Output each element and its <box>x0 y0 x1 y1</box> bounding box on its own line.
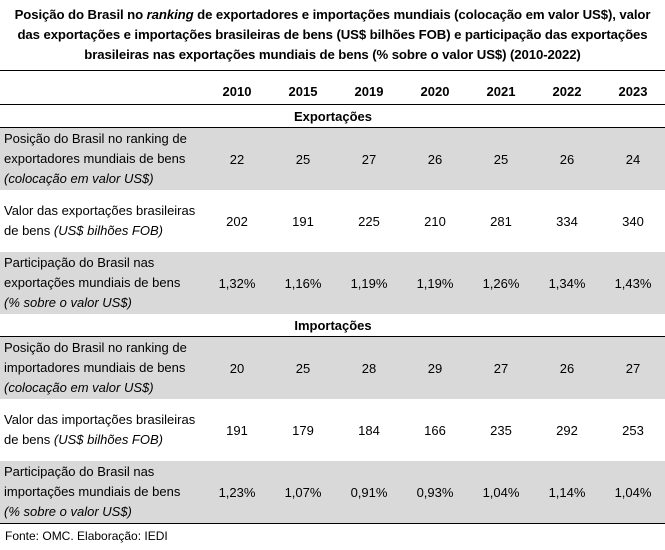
cell-value: 1,07% <box>270 461 336 524</box>
cell-value: 281 <box>490 213 512 229</box>
cell-value: 26 <box>402 127 468 190</box>
cell-value: 202 <box>226 213 248 229</box>
cell-value: 1,43% <box>600 252 665 314</box>
cell-value: 25 <box>468 127 534 190</box>
section-title: Exportações <box>0 104 665 128</box>
cell-value: 191 <box>292 213 314 229</box>
year-header: 2021 <box>468 70 534 105</box>
cell-value: 191 <box>226 422 248 438</box>
cell-value: 253 <box>622 422 644 438</box>
header-label-cell <box>0 70 204 105</box>
year-header: 2010 <box>204 70 270 105</box>
cell-value: 1,19% <box>336 252 402 314</box>
cell-value: 28 <box>336 336 402 399</box>
row-label: Valor das exportações brasileiras de ben… <box>4 203 196 238</box>
cell-value: 1,19% <box>402 252 468 314</box>
row-label: Posição do Brasil no ranking de importad… <box>0 336 204 399</box>
header-row: 2010 2015 2019 2020 2021 2022 2023 <box>0 70 665 105</box>
cell-value: 1,23% <box>204 461 270 524</box>
section-title: Importações <box>0 314 665 337</box>
cell-value: 25 <box>270 127 336 190</box>
table-row: Participação do Brasil nas exportações m… <box>0 252 665 314</box>
cell-value: 340 <box>622 213 644 229</box>
cell-value: 334 <box>556 213 578 229</box>
title-italic: ranking <box>146 7 194 22</box>
row-label: Valor das importações brasileiras de ben… <box>4 412 196 447</box>
year-header: 2020 <box>402 70 468 105</box>
table-row: Posição do Brasil no ranking de importad… <box>0 336 665 399</box>
cell-value: 1,34% <box>534 252 600 314</box>
cell-value: 1,16% <box>270 252 336 314</box>
cell-value: 25 <box>270 336 336 399</box>
cell-value: 22 <box>204 127 270 190</box>
section-header-exports: Exportações <box>0 104 665 128</box>
year-header: 2019 <box>336 70 402 105</box>
table-row: Valor das exportações brasileiras de ben… <box>0 190 665 252</box>
year-header: 2022 <box>534 70 600 105</box>
year-header: 2015 <box>270 70 336 105</box>
cell-value: 292 <box>556 422 578 438</box>
section-header-imports: Importações <box>0 314 665 337</box>
cell-value: 1,26% <box>468 252 534 314</box>
cell-value: 1,04% <box>468 461 534 524</box>
cell-value: 29 <box>402 336 468 399</box>
cell-value: 20 <box>204 336 270 399</box>
cell-value: 184 <box>358 422 380 438</box>
title-text-1: Posição do Brasil no <box>14 7 147 22</box>
cell-value: 225 <box>358 213 380 229</box>
cell-value: 210 <box>424 213 446 229</box>
table-row: Participação do Brasil nas importações m… <box>0 461 665 524</box>
cell-value: 27 <box>600 336 665 399</box>
data-table: 2010 2015 2019 2020 2021 2022 2023 Expor… <box>0 70 665 524</box>
cell-value: 27 <box>468 336 534 399</box>
table-row: Valor das importações brasileiras de ben… <box>0 399 665 461</box>
cell-value: 0,91% <box>336 461 402 524</box>
table-row: Posição do Brasil no ranking de exportad… <box>0 127 665 190</box>
cell-value: 166 <box>424 422 446 438</box>
cell-value: 179 <box>292 422 314 438</box>
cell-value: 235 <box>490 422 512 438</box>
row-label: Participação do Brasil nas exportações m… <box>0 252 204 314</box>
row-label: Posição do Brasil no ranking de exportad… <box>0 127 204 190</box>
cell-value: 27 <box>336 127 402 190</box>
title-text-2: de exportadores e importações mundiais (… <box>17 7 651 62</box>
cell-value: 26 <box>534 336 600 399</box>
cell-value: 26 <box>534 127 600 190</box>
table-title: Posição do Brasil no ranking de exportad… <box>0 0 665 70</box>
source-note: Fonte: OMC. Elaboração: IEDI <box>5 529 168 543</box>
row-label: Participação do Brasil nas importações m… <box>0 461 204 524</box>
cell-value: 1,14% <box>534 461 600 524</box>
cell-value: 24 <box>600 127 665 190</box>
cell-value: 1,32% <box>204 252 270 314</box>
cell-value: 1,04% <box>600 461 665 524</box>
year-header: 2023 <box>600 70 665 105</box>
cell-value: 0,93% <box>402 461 468 524</box>
